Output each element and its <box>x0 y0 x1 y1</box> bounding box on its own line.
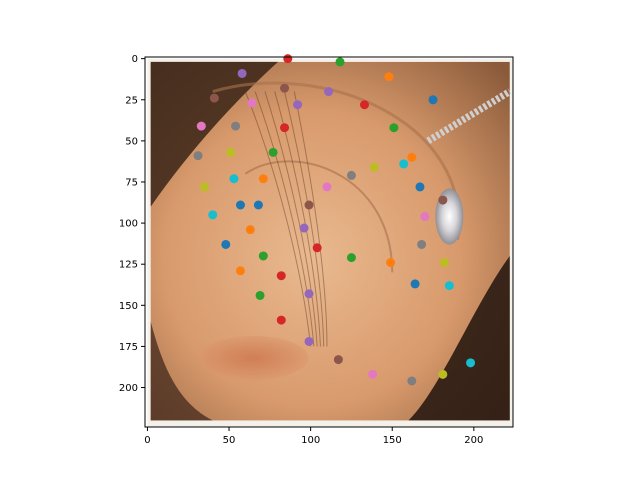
ear-lobe <box>198 335 309 380</box>
scatter-point <box>333 355 343 365</box>
scatter-point <box>304 289 314 299</box>
scatter-point <box>247 98 257 108</box>
scatter-point <box>417 239 427 249</box>
earring-stud <box>435 188 464 245</box>
scatter-point <box>369 162 379 172</box>
scatter-point <box>283 54 293 64</box>
scatter-point <box>276 271 286 281</box>
scatter-point <box>420 212 430 222</box>
scatter-point <box>208 210 218 220</box>
x-tick-label: 150 <box>383 435 402 446</box>
axes: 0 50 100 150 200 0 25 50 75 100 125 150 175 200 <box>119 54 514 446</box>
scatter-point <box>245 225 255 235</box>
scatter-point <box>415 182 425 192</box>
ear-photo <box>147 58 513 427</box>
scatter-point <box>407 376 417 386</box>
y-tick-label: 150 <box>119 301 138 312</box>
scatter-point <box>255 290 265 300</box>
x-tick-label: 200 <box>464 435 483 446</box>
y-tick-label: 50 <box>125 136 138 147</box>
antihelix-curve <box>244 160 394 273</box>
scatter-point <box>235 200 245 210</box>
scatter-point <box>280 123 290 133</box>
y-tick-label: 75 <box>125 177 138 188</box>
scatter-point <box>438 195 448 205</box>
scatter-point <box>399 159 409 169</box>
hair-strand <box>293 91 328 347</box>
scatter-point <box>389 123 399 133</box>
hair-strand <box>284 91 325 347</box>
scatter-point <box>200 182 210 192</box>
scatter-point <box>235 266 245 276</box>
shadow-corner <box>150 321 213 421</box>
scatter-point <box>237 68 247 78</box>
hair-top <box>150 61 279 207</box>
y-tick-label: 0 <box>132 54 138 65</box>
scatter-point <box>312 243 322 253</box>
scatter-point <box>231 121 241 131</box>
hair-bottom <box>408 255 510 421</box>
scatter-points <box>193 54 476 386</box>
scatter-point <box>466 358 476 368</box>
scatter-point <box>346 170 356 180</box>
scatter-point <box>324 87 334 97</box>
scatter-point <box>359 100 369 110</box>
scatter-point <box>268 147 278 157</box>
y-tick-label: 25 <box>125 95 138 106</box>
y-tick-label: 100 <box>119 219 138 230</box>
scatter-point <box>276 315 286 325</box>
hair-strand <box>264 91 318 347</box>
scatter-point <box>258 251 268 261</box>
scatter-point <box>444 281 454 291</box>
x-tick-label: 100 <box>301 435 320 446</box>
scatter-point <box>410 279 420 289</box>
scatter-point <box>299 223 309 233</box>
scatter-point <box>258 174 268 184</box>
scatter-point <box>293 100 303 110</box>
scatter-point <box>428 95 438 105</box>
x-tick-label: 0 <box>144 435 150 446</box>
scatter-point <box>346 253 356 263</box>
scatter-point <box>226 147 236 157</box>
x-tick-label: 50 <box>223 435 236 446</box>
scatter-point <box>438 369 448 379</box>
scatter-point <box>304 336 314 346</box>
scatter-point <box>280 83 290 93</box>
scatter-point <box>229 174 239 184</box>
scatter-point <box>253 200 263 210</box>
scatter-point <box>386 258 396 268</box>
y-tick-label: 125 <box>119 260 138 271</box>
scatter-point <box>407 152 417 162</box>
scatter-point <box>368 369 378 379</box>
hair-strand <box>254 91 315 347</box>
scatter-point <box>384 72 394 82</box>
scatter-point <box>209 93 219 103</box>
y-tick-label: 175 <box>119 342 138 353</box>
plot-frame <box>144 56 514 428</box>
scatter-point <box>439 258 449 268</box>
scatter-point <box>322 182 332 192</box>
scatter-point <box>196 121 206 131</box>
y-tick-label: 200 <box>119 383 138 394</box>
scatter-point <box>304 200 314 210</box>
earring-chain <box>426 88 512 144</box>
hair-strand <box>244 91 312 347</box>
scatter-point <box>193 151 203 161</box>
scatter-point <box>221 239 231 249</box>
scatter-point <box>335 57 345 67</box>
